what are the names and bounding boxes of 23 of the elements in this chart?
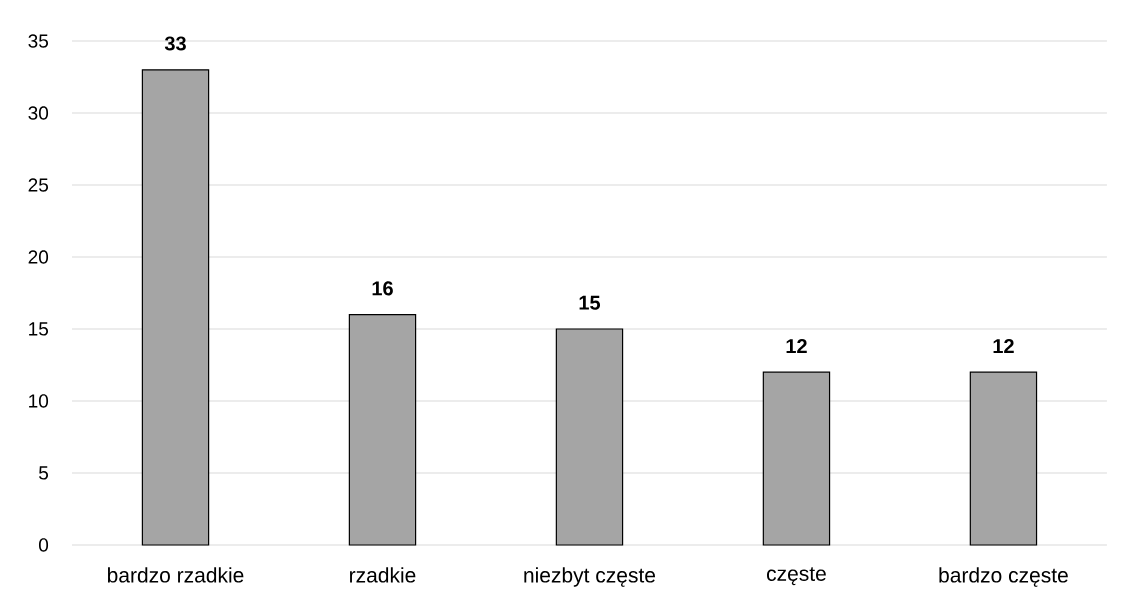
bar bbox=[969, 371, 1038, 546]
bar bbox=[348, 313, 417, 546]
y-tick-label: 5 bbox=[39, 466, 49, 480]
data-label: 15 bbox=[579, 295, 601, 310]
y-tick-label: 30 bbox=[28, 106, 49, 120]
data-label: 33 bbox=[164, 36, 186, 51]
x-tick-label: rzadkie bbox=[350, 567, 416, 583]
data-label: 16 bbox=[372, 281, 393, 296]
bar bbox=[141, 69, 210, 546]
data-label: 12 bbox=[993, 339, 1014, 353]
y-tick-label: 20 bbox=[28, 250, 49, 264]
y-tick-label: 25 bbox=[28, 178, 49, 192]
y-tick-label: 35 bbox=[28, 34, 49, 48]
y-tick-label: 0 bbox=[38, 538, 49, 552]
x-tick-label: bardzo rzadkie bbox=[107, 567, 244, 583]
x-tick-label: bardzo częste bbox=[939, 567, 1068, 587]
bar bbox=[762, 371, 831, 546]
x-tick-label: niezbyt częste bbox=[524, 567, 656, 587]
y-tick-label: 15 bbox=[29, 322, 49, 336]
y-tick-label: 10 bbox=[29, 394, 49, 408]
bar bbox=[555, 328, 624, 546]
data-label: 12 bbox=[786, 339, 807, 353]
x-tick-label: częste bbox=[767, 567, 826, 586]
